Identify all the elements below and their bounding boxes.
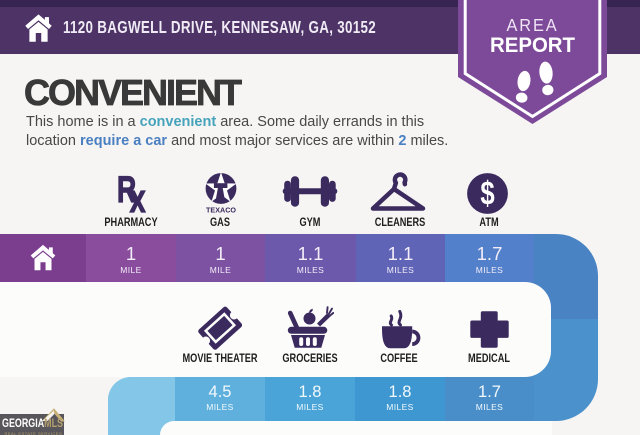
svg-text:REPORT: REPORT bbox=[490, 33, 575, 57]
svg-text:TEXACO: TEXACO bbox=[206, 206, 236, 215]
svg-text:AREA: AREA bbox=[507, 15, 559, 35]
svg-text:$: $ bbox=[480, 176, 495, 213]
